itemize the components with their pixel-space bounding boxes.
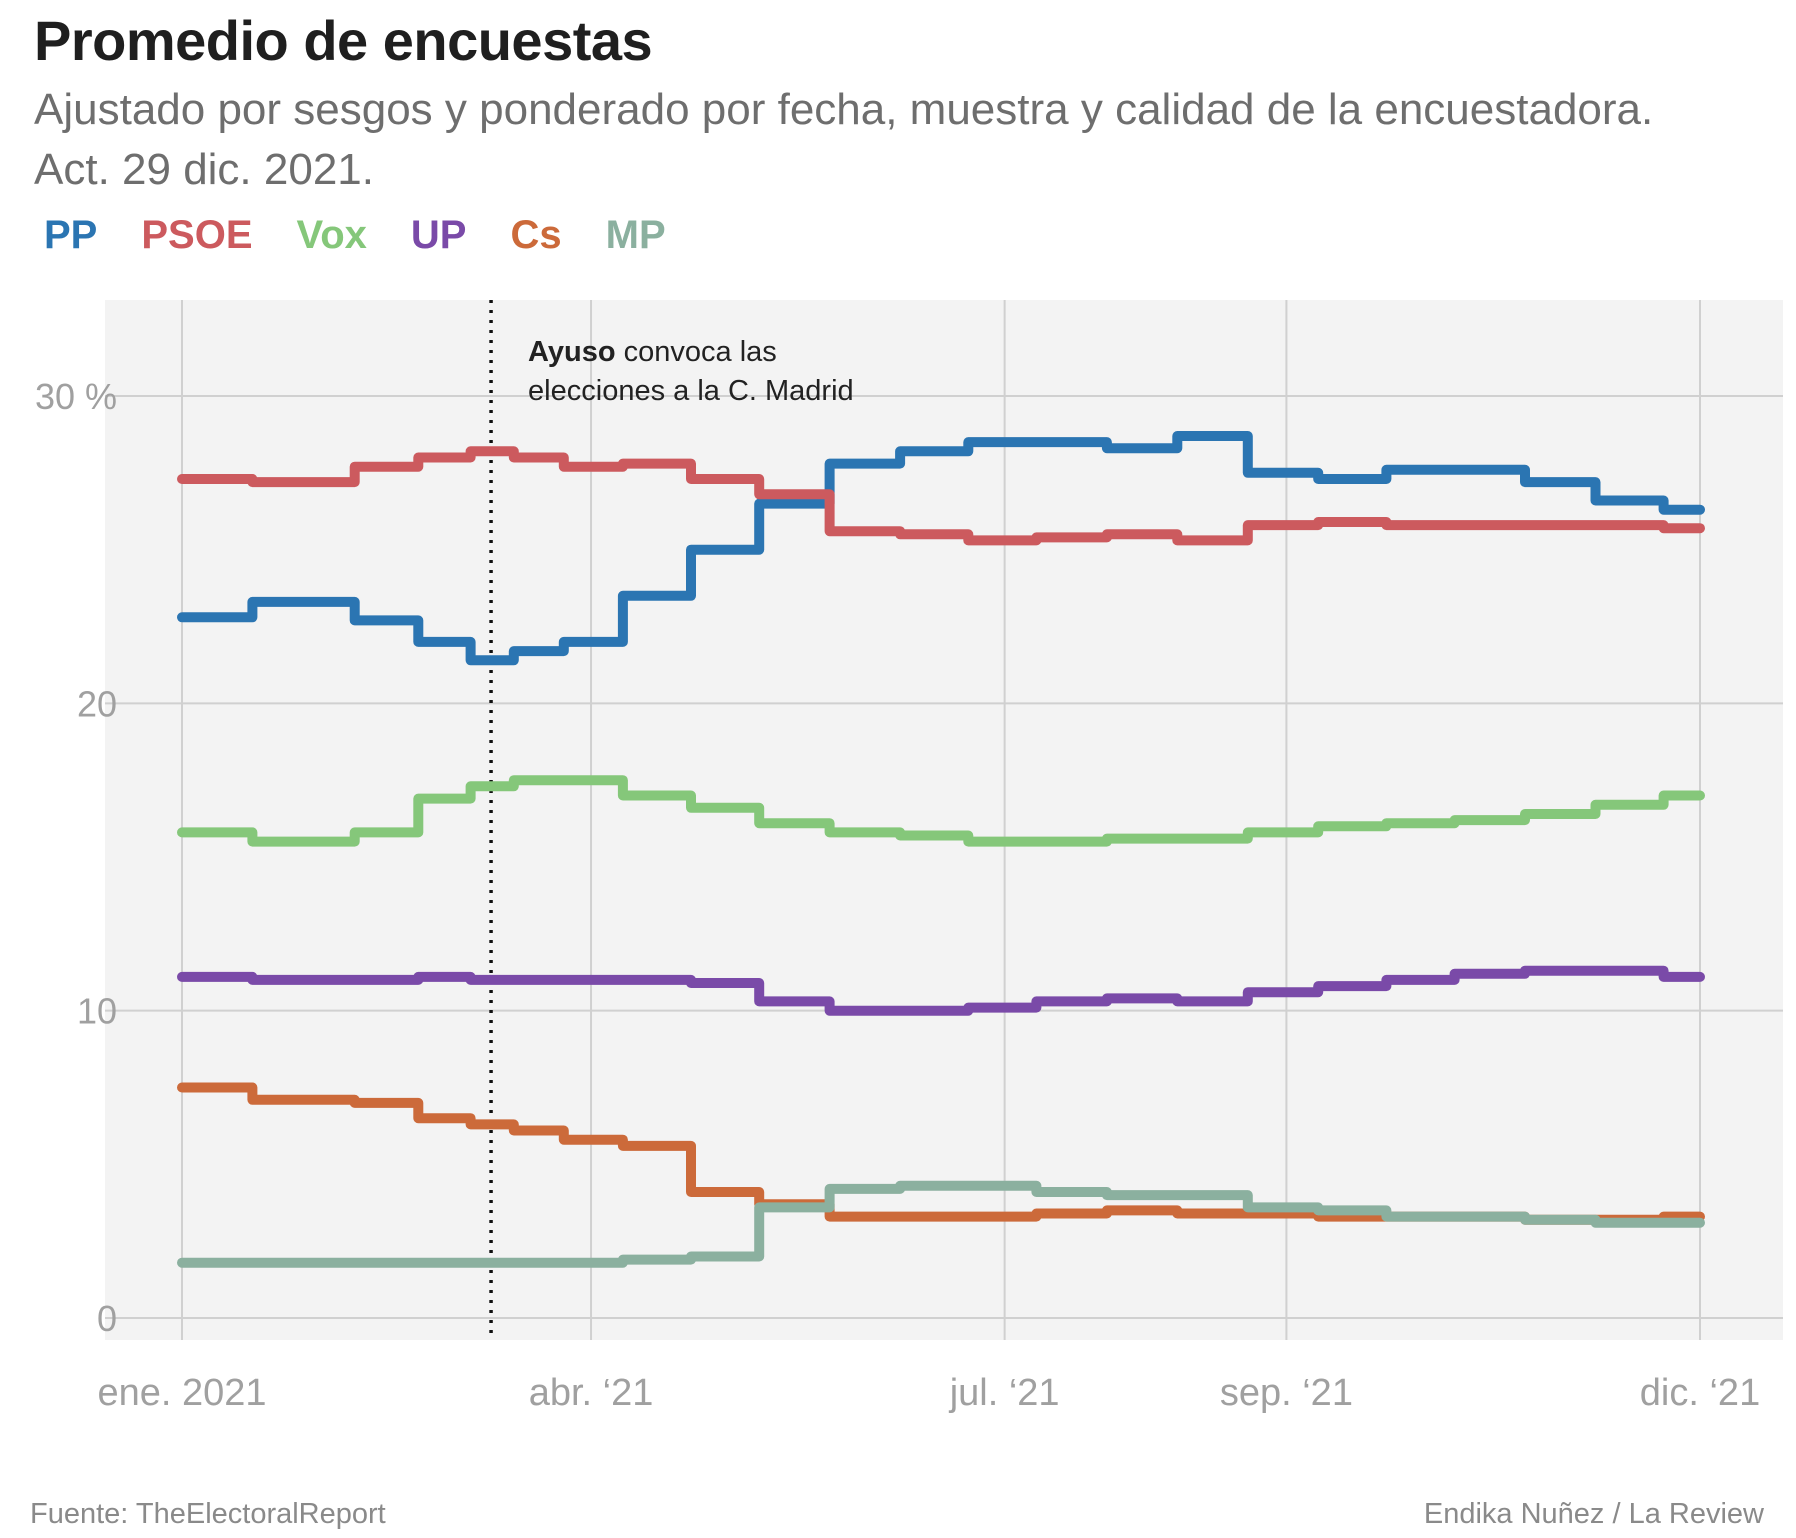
series-line-vox (177, 775, 1705, 847)
legend-item-cs: Cs (510, 213, 562, 257)
legend-item-vox: Vox (296, 213, 367, 257)
x-tick-label: ene. 2021 (97, 1372, 266, 1414)
series-line-pp (177, 431, 1705, 666)
annotation: Ayuso convoca las elecciones a la C. Mad… (489, 300, 854, 1340)
y-tick-label: 10 (77, 991, 117, 1032)
legend-item-mp: MP (605, 213, 666, 257)
y-tick-label: 20 (77, 683, 117, 724)
legend-item-pp: PP (44, 213, 98, 257)
annotation-text-line1: Ayuso convoca las (528, 336, 777, 368)
series-line-psoe (177, 446, 1705, 546)
chart-subtitle: Ajustado por sesgos y ponderado por fech… (34, 85, 1654, 194)
line-chart: Ayuso convoca las elecciones a la C. Mad… (35, 300, 1783, 1414)
series-lines (177, 431, 1705, 1268)
x-tick-label: abr. ‘21 (529, 1372, 654, 1414)
gridlines (105, 300, 1783, 1340)
y-tick-label: 0 (97, 1298, 117, 1339)
x-tick-label: sep. ‘21 (1220, 1372, 1353, 1414)
y-tick-label: 30 % (35, 376, 117, 417)
legend: PP PSOE Vox UP Cs MP (44, 213, 666, 258)
x-tick-label: jul. ‘21 (949, 1372, 1060, 1414)
series-line-mp (177, 1180, 1705, 1268)
credit-note: Endika Nuñez / La Review (1423, 1498, 1764, 1530)
series-line-up (177, 965, 1705, 1016)
x-tick-label: dic. ‘21 (1640, 1372, 1760, 1414)
annotation-text-line2: elecciones a la C. Madrid (528, 375, 854, 407)
annotation-bold: Ayuso (528, 336, 616, 368)
chart-title: Promedio de encuestas (34, 9, 653, 72)
source-note: Fuente: TheElectoralReport (30, 1498, 386, 1530)
axis-labels: 0 10 20 30 % ene. 2021 abr. ‘21 jul. ‘21 sep. ‘… (35, 376, 1760, 1414)
legend-item-up: UP (410, 213, 467, 257)
legend-item-psoe: PSOE (141, 213, 253, 257)
annotation-rest: convoca las (616, 336, 777, 368)
